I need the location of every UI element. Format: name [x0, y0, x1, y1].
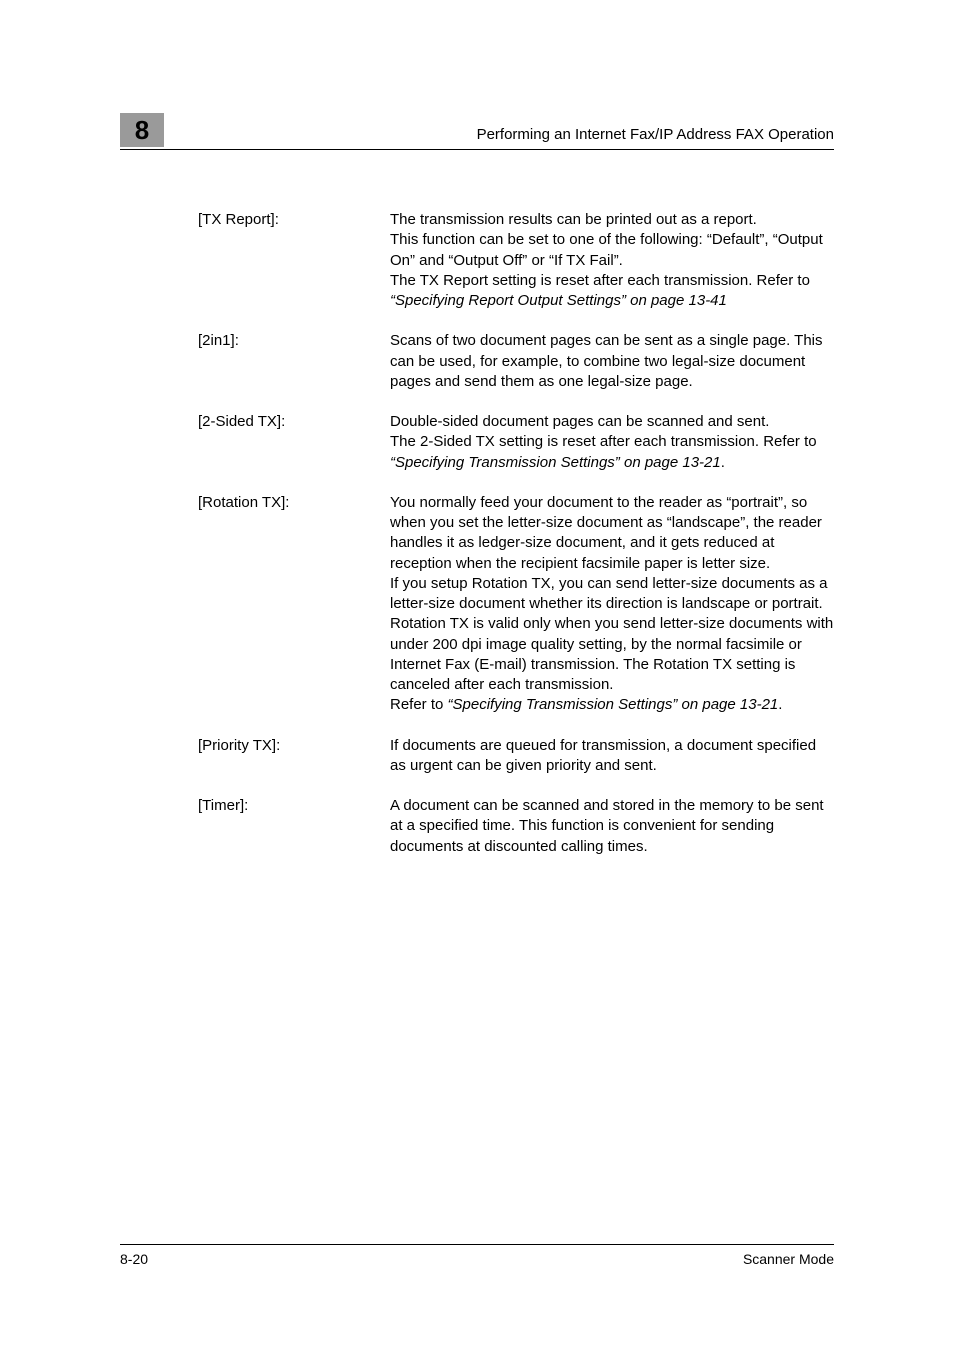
definition-entry: [TX Report]:The transmission results can… — [198, 210, 834, 311]
definition-term: [Rotation TX]: — [198, 493, 390, 716]
definitions-list: [TX Report]:The transmission results can… — [120, 210, 834, 857]
definition-term: [2-Sided TX]: — [198, 412, 390, 473]
page-header: 8 Performing an Internet Fax/IP Address … — [120, 113, 834, 150]
definition-term: [Priority TX]: — [198, 736, 390, 777]
definition-description: Double-sided document pages can be scann… — [390, 412, 834, 473]
definition-term: [TX Report]: — [198, 210, 390, 311]
definition-entry: [Rotation TX]:You normally feed your doc… — [198, 493, 834, 716]
definition-entry: [Timer]:A document can be scanned and st… — [198, 796, 834, 857]
definition-term: [2in1]: — [198, 331, 390, 392]
definition-description: The transmission results can be printed … — [390, 210, 834, 311]
definition-term: [Timer]: — [198, 796, 390, 857]
definition-description: If documents are queued for transmission… — [390, 736, 834, 777]
definition-description: You normally feed your document to the r… — [390, 493, 834, 716]
definition-description: Scans of two document pages can be sent … — [390, 331, 834, 392]
definition-entry: [2in1]:Scans of two document pages can b… — [198, 331, 834, 392]
definition-entry: [Priority TX]:If documents are queued fo… — [198, 736, 834, 777]
chapter-number-tab: 8 — [120, 113, 164, 147]
page-header-title: Performing an Internet Fax/IP Address FA… — [184, 126, 834, 147]
definition-description: A document can be scanned and stored in … — [390, 796, 834, 857]
definition-entry: [2-Sided TX]:Double-sided document pages… — [198, 412, 834, 473]
footer-mode-label: Scanner Mode — [743, 1251, 834, 1267]
page-number: 8-20 — [120, 1251, 148, 1267]
page-footer: 8-20 Scanner Mode — [120, 1244, 834, 1267]
